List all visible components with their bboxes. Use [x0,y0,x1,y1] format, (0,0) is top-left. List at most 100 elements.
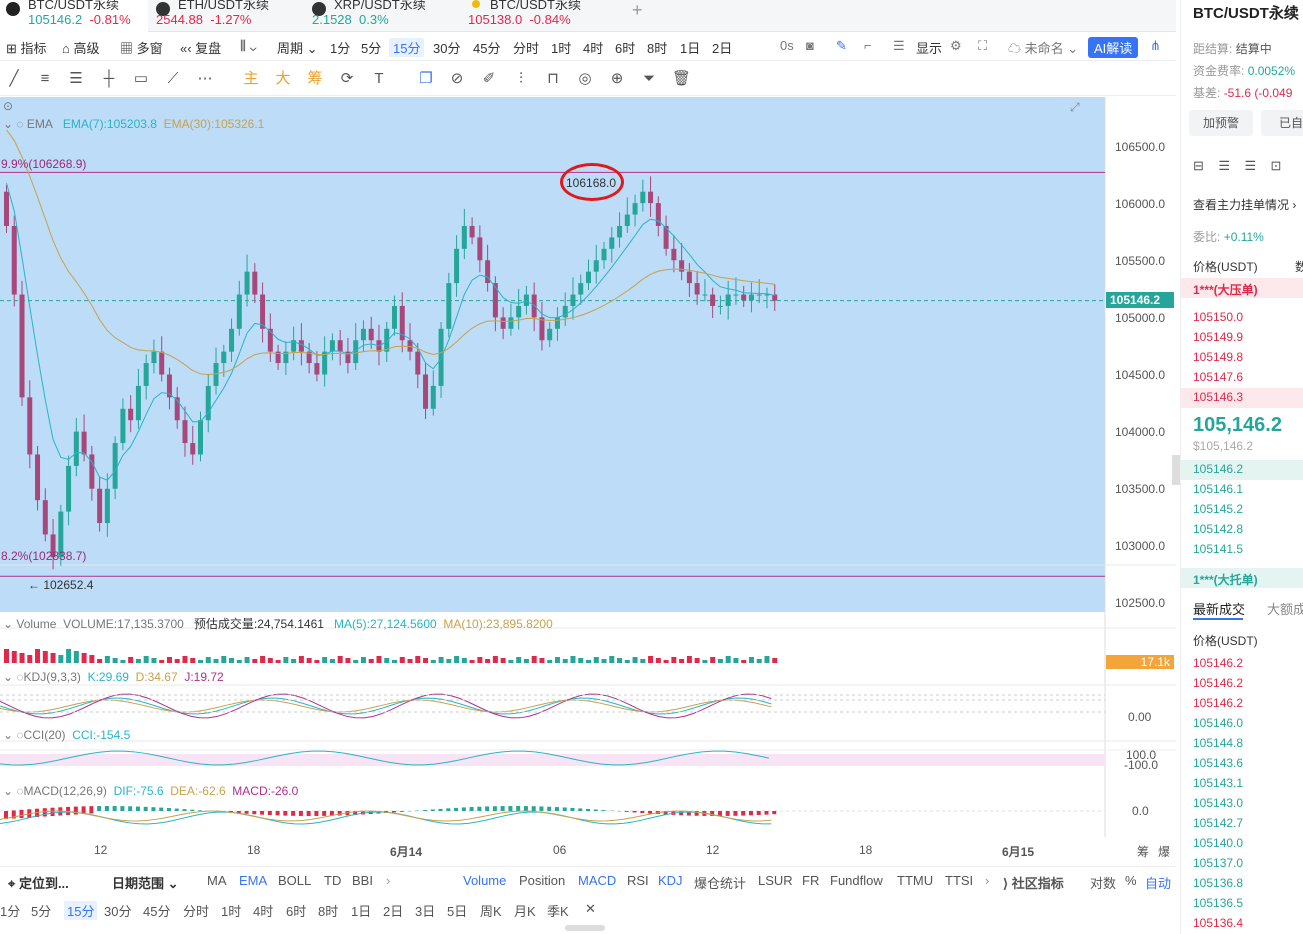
add-tab-button[interactable]: + [632,0,643,20]
tab-3[interactable]: BTC/USDT永续 105138.0 -0.84% [462,0,612,32]
main-indicator-ma[interactable]: MA [207,873,227,888]
bid-row[interactable]: 105145.2 [1193,502,1244,516]
range-9[interactable]: 8时 [318,904,339,919]
ask-row[interactable]: 105149.9 [1193,330,1244,344]
collapse-icon[interactable]: ⊙ [3,99,14,113]
sub-indicator-1[interactable]: Position [519,873,566,888]
community-indicators[interactable]: ⟩ 社区指标 [1003,876,1064,891]
sub-indicator-10[interactable]: TTSI [945,873,974,888]
tab-latest-trades[interactable]: 最新成交 [1193,602,1246,617]
lock-icon[interactable]: ⊓ [547,70,559,87]
interval-8[interactable]: 6时 [615,41,636,56]
interval-10[interactable]: 1日 [680,41,701,56]
interval-0[interactable]: 1分 [330,41,351,56]
range-15[interactable]: 月K [514,904,536,919]
range-6[interactable]: 1时 [221,904,242,919]
percent-toggle[interactable]: % [1125,873,1137,888]
share-icon[interactable]: ⋔ [1150,38,1161,53]
period-dropdown[interactable]: 周期 ⌄ [277,41,318,56]
price-chart[interactable] [0,97,1176,837]
gear-icon[interactable]: ⚙ [950,38,962,53]
chevron-right-icon[interactable]: › [985,873,990,888]
layout-dropdown[interactable]: ☁ 未命名 ⌄ [1008,41,1079,56]
ask-row[interactable]: 105150.0 [1193,310,1244,324]
sub-indicator-9[interactable]: TTMU [897,873,934,888]
sub-indicator-8[interactable]: Fundflow [830,873,883,888]
horizontal-ray-icon[interactable]: ┼ [103,70,115,87]
seconds-label[interactable]: 0s [780,38,794,53]
indicators-button[interactable]: ⊞ 指标 [6,41,47,56]
interval-7[interactable]: 4时 [583,41,604,56]
channel-tool-icon[interactable]: ☰ [69,70,83,87]
main-indicator-bbi[interactable]: BBI [352,873,373,888]
sub-indicator-2[interactable]: MACD [578,873,617,888]
orderbook-view-icons[interactable]: ⊟ ☰ ☰ ⊡ [1193,158,1282,173]
range-13[interactable]: 5日 [447,904,468,919]
interval-11[interactable]: 2日 [712,41,733,56]
chevron-right-icon[interactable]: › [386,873,391,888]
range-1[interactable]: 5分 [31,904,52,919]
range-11[interactable]: 2日 [383,904,404,919]
ray-tool-icon[interactable]: ⟋ [167,70,179,87]
tab-big-trades[interactable]: 大额成 [1267,602,1303,617]
interval-6[interactable]: 1时 [551,41,572,56]
sub-indicator-5[interactable]: 爆仓统计 [694,876,747,891]
range-4[interactable]: 45分 [143,904,171,919]
range-3[interactable]: 30分 [104,904,132,919]
auto-toggle[interactable]: 自动 [1145,876,1172,891]
tab-2[interactable]: XRP/USDT永续 2.1528 0.3% [306,0,456,32]
filter-icon[interactable]: ⏷ [642,70,655,87]
panel-collapse-handle[interactable] [1172,455,1180,485]
close-icon[interactable]: ✕ [585,901,596,916]
advanced-button[interactable]: ⌂ 高级 [62,41,100,56]
ask-row[interactable]: 105149.8 [1193,350,1244,364]
main-indicator-td[interactable]: TD [324,873,342,888]
pencil-icon[interactable]: ✎ [836,38,847,53]
interval-4[interactable]: 45分 [473,41,501,56]
range-2[interactable]: 15分 [64,901,98,920]
range-14[interactable]: 周K [480,904,502,919]
interval-2[interactable]: 15分 [389,38,425,57]
ai-button[interactable]: AI解读 [1088,37,1139,58]
multi-window-button[interactable]: ▦ 多窗 [120,41,163,56]
text-tool-icon[interactable]: T [374,70,384,87]
range-10[interactable]: 1日 [351,904,372,919]
done-button[interactable]: 已自 [1261,110,1303,136]
copy-icon[interactable]: ❐ [419,70,433,87]
ask-row[interactable]: 105147.6 [1193,370,1244,384]
tab-0[interactable]: BTC/USDT永续 105146.2 -0.81% [0,0,148,32]
interval-1[interactable]: 5分 [361,41,382,56]
hline-tool-icon[interactable]: ≡ [40,70,50,87]
interval-3[interactable]: 30分 [433,41,461,56]
tab-1[interactable]: ETH/USDT永续 2544.88 -1.27% [150,0,300,32]
chart-type-button[interactable]: ⫼ ⌄ [240,38,257,53]
main-force-button[interactable]: 主 [243,70,259,87]
range-0[interactable]: 1分 [0,904,21,919]
list-icon[interactable]: ☰ [893,38,905,53]
liq-x-label[interactable]: 爆 [1158,845,1171,859]
scroll-handle[interactable] [565,925,605,931]
bid-row[interactable]: 105146.2 [1193,462,1244,476]
interval-5[interactable]: 分时 [513,41,540,56]
main-indicator-ema[interactable]: EMA [239,873,268,888]
chips-button[interactable]: 筹 [307,70,323,87]
sub-indicator-0[interactable]: Volume [463,873,507,888]
locate-button[interactable]: ⌖ 定位到... [8,876,69,891]
range-16[interactable]: 季K [547,904,569,919]
main-indicator-boll[interactable]: BOLL [278,873,312,888]
bid-row[interactable]: 105146.1 [1193,482,1244,496]
chart-area[interactable] [0,97,1176,837]
replay-button[interactable]: «‹ 复盘 [180,41,222,56]
range-8[interactable]: 6时 [286,904,307,919]
line-tool-icon[interactable]: ╱ [9,70,19,87]
range-7[interactable]: 4时 [253,904,274,919]
camera-icon[interactable]: ◙ [806,38,814,53]
trash-icon[interactable]: 🗑 [672,70,692,87]
more-tools-icon[interactable]: ⋯ [197,70,213,87]
ask-row[interactable]: 105146.3 [1193,390,1244,404]
display-button[interactable]: 显示 [916,41,943,56]
expand-icon[interactable]: ⤢ [1070,100,1080,114]
range-5[interactable]: 分时 [183,904,210,919]
sub-indicator-6[interactable]: LSUR [758,873,793,888]
eye-icon[interactable]: ◎ [578,70,592,87]
